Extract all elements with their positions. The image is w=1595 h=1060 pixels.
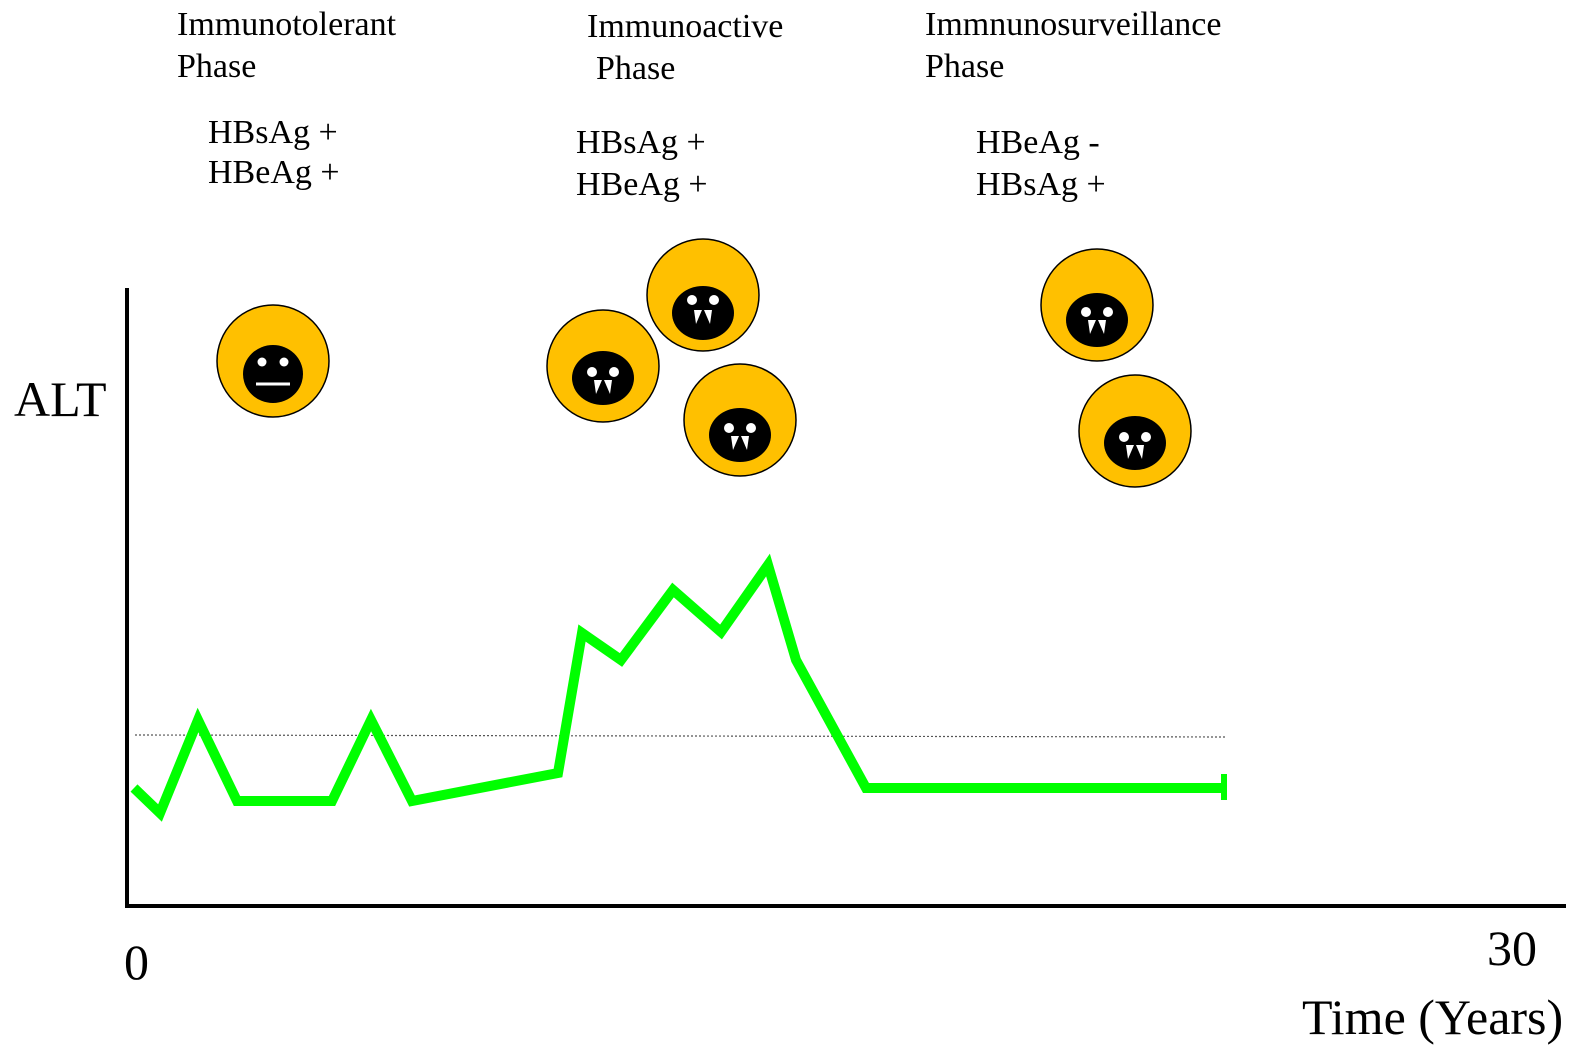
phase-2-marker-line1: HBsAg +: [576, 124, 706, 161]
phase-1-marker-line2: HBeAg +: [208, 154, 340, 191]
phase-3-title-line2: Phase: [925, 48, 1005, 85]
hepatocyte-neutral-icon: [216, 304, 330, 418]
phase-3-marker-line2: HBsAg +: [976, 166, 1106, 203]
hepatocyte-fangs-icon: [546, 309, 660, 423]
x-axis-start-label: 0: [124, 934, 149, 990]
phase-1-title-line2: Phase: [177, 48, 257, 85]
hepatocyte-fangs-icon: [683, 363, 797, 477]
alt-course-line: [130, 553, 1225, 822]
alt-threshold-line: [134, 734, 1228, 738]
phase-3-marker-line1: HBeAg -: [976, 124, 1100, 161]
hepatocyte-fangs-icon: [1078, 374, 1192, 488]
x-axis-end-label: 30: [1487, 920, 1537, 976]
phase-1-marker-line1: HBsAg +: [208, 114, 338, 151]
x-axis-label: Time (Years): [1302, 989, 1564, 1045]
phase-2-marker-line2: HBeAg +: [576, 166, 708, 203]
y-axis-label: ALT: [14, 371, 107, 427]
phase-1-title-line1: Immunotolerant: [177, 6, 397, 43]
hepatocyte-fangs-icon: [646, 238, 760, 352]
phase-2-title-line1: Immunoactive: [587, 8, 784, 45]
hepatocyte-fangs-icon: [1040, 248, 1154, 362]
phase-3-title-line1: Immnunosurveillance: [925, 6, 1222, 43]
phase-2-title-line2: Phase: [596, 50, 676, 87]
